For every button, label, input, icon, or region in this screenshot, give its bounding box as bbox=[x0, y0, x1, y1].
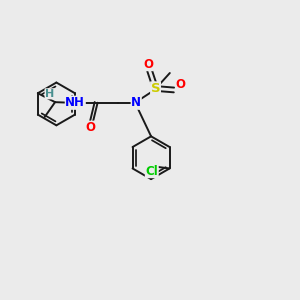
Text: O: O bbox=[143, 58, 153, 70]
Text: NH: NH bbox=[65, 96, 85, 109]
Text: O: O bbox=[176, 78, 185, 91]
Text: H: H bbox=[45, 89, 54, 99]
Text: N: N bbox=[131, 96, 141, 109]
Text: Cl: Cl bbox=[146, 165, 158, 178]
Text: S: S bbox=[151, 82, 160, 95]
Text: O: O bbox=[85, 121, 95, 134]
